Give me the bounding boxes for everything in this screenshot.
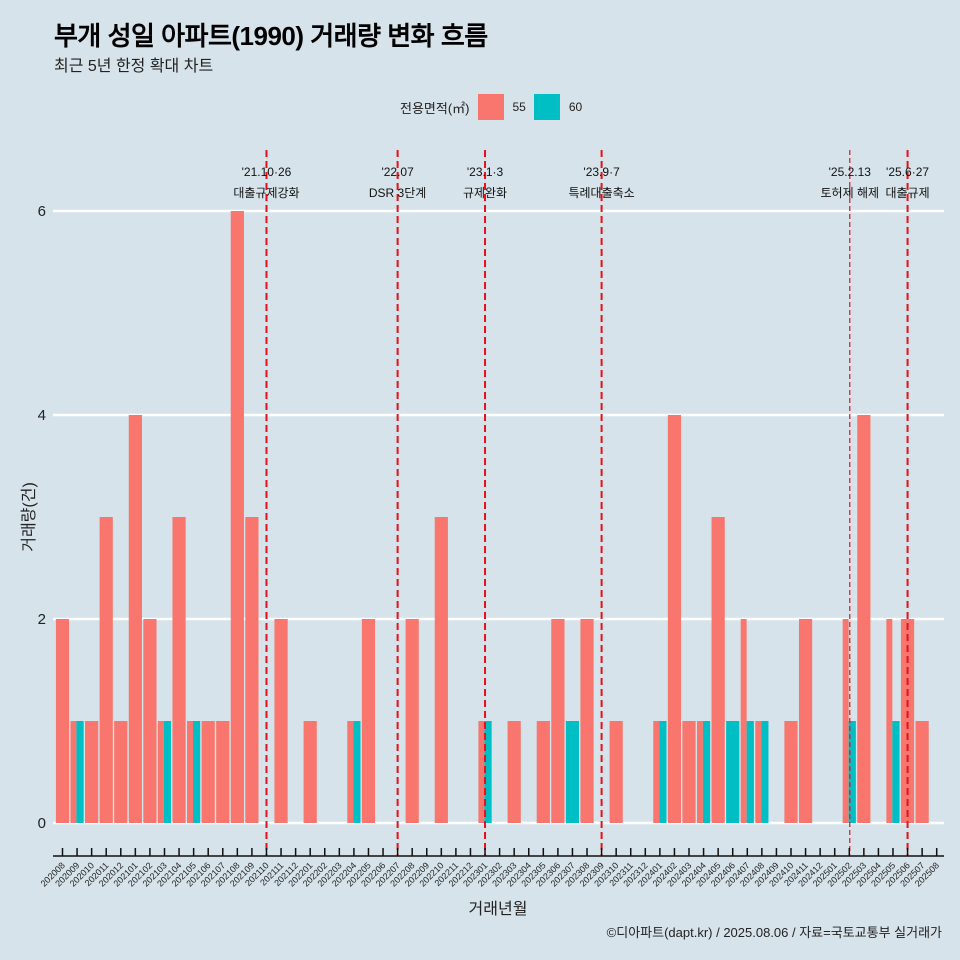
bar-55-202109 (245, 517, 259, 823)
bar-60-202301 (484, 721, 492, 823)
bar-55-202105 (187, 721, 193, 823)
x-axis: 2020082020092020102020112020122021012021… (39, 848, 944, 889)
bar-55-202410 (784, 721, 798, 823)
bar-60-202505 (892, 721, 900, 823)
event-date: '21.10·26 (242, 165, 292, 179)
bar-55-202310 (609, 721, 623, 823)
bar-55-202108 (230, 211, 244, 823)
x-axis-label: 거래년월 (469, 900, 528, 918)
bar-55-202009 (70, 721, 77, 823)
y-tick-label: 2 (38, 611, 46, 628)
bar-55-202411 (798, 619, 813, 823)
bar-55-202106 (201, 721, 215, 823)
bar-55-202111 (274, 619, 288, 823)
event-date: '23.1·3 (467, 165, 504, 179)
bar-55-202507 (915, 721, 929, 823)
bar-55-202012 (114, 721, 128, 823)
y-axis: 0 2 4 6 (38, 203, 46, 832)
event-date: '23.9·7 (583, 165, 620, 179)
bar-60-202408 (761, 721, 769, 823)
bar-55-202011 (99, 517, 113, 823)
bar-55-202205 (361, 619, 376, 823)
chart-title: 부개 성일 아파트(1990) 거래량 변화 흐름 (54, 21, 488, 51)
bar-55-202506 (900, 619, 915, 823)
event-date: '25.6·27 (886, 165, 929, 179)
bar-55-202306 (551, 619, 565, 823)
bar-60-202204 (353, 721, 361, 823)
legend-swatch-55 (477, 94, 504, 120)
event-label: 대출규제강화 (233, 186, 299, 200)
bar-55-202204 (347, 721, 354, 823)
y-tick-label: 4 (38, 407, 46, 424)
bars (55, 211, 929, 823)
bar-55-202403 (682, 721, 696, 823)
bar-55-202502 (842, 619, 849, 823)
legend-title: 전용면적(㎡) (400, 100, 470, 116)
bar-55-202408 (755, 721, 762, 823)
bar-55-202104 (172, 517, 186, 823)
legend-label-55: 55 (512, 100, 526, 114)
bar-55-202505 (886, 619, 893, 823)
bar-55-202305 (536, 721, 550, 823)
bar-55-202303 (507, 721, 521, 823)
bar-60-202404 (702, 721, 711, 823)
event-label: 대출규제 (885, 186, 929, 200)
event-date: '22.07 (381, 165, 414, 179)
bar-55-202208 (405, 619, 419, 823)
event-label: 규제완화 (463, 186, 507, 200)
event-date: '25.2.13 (829, 165, 872, 179)
bar-60-202103 (163, 721, 172, 823)
y-tick-label: 0 (38, 815, 46, 832)
bar-60-202009 (76, 721, 84, 823)
bar-55-202407 (740, 619, 747, 823)
event-label: 특례대출축소 (568, 186, 634, 200)
chart-subtitle: 최근 5년 한정 확대 차트 (54, 58, 214, 75)
bar-55-202102 (143, 619, 157, 823)
bar-55-202107 (216, 721, 230, 823)
caption: ©디아파트(dapt.kr) / 2025.08.06 / 자료=국토교통부 실… (606, 925, 942, 940)
bar-60-202406 (726, 721, 740, 823)
bar-60-202401 (659, 721, 667, 823)
bar-55-202402 (667, 415, 682, 823)
bar-55-202503 (857, 415, 871, 823)
bar-60-202105 (192, 721, 201, 823)
bar-60-202407 (746, 721, 754, 823)
bar-60-202502 (848, 721, 856, 823)
bar-55-202401 (653, 721, 660, 823)
bar-55-202008 (55, 619, 70, 823)
bar-55-202010 (85, 721, 99, 823)
bar-55-202301 (478, 721, 485, 823)
event-label: DSR 3단계 (369, 186, 426, 200)
bar-55-202404 (696, 721, 703, 823)
event-label: 토허제 해제 (821, 186, 880, 200)
bar-55-202103 (157, 721, 164, 823)
event-lines: '21.10·26 대출규제강화 '22.07 DSR 3단계 '23.1·3 규제완화 '… (233, 150, 930, 855)
bar-55-202210 (434, 517, 448, 823)
bar-55-202308 (580, 619, 594, 823)
y-tick-label: 6 (38, 203, 46, 220)
legend-swatch-60 (533, 94, 560, 120)
legend: 전용면적(㎡) 55 60 (400, 93, 590, 121)
bar-55-202201 (303, 721, 317, 823)
bar-55-202101 (128, 415, 142, 823)
bar-55-202405 (711, 517, 725, 823)
legend-label-60: 60 (568, 100, 583, 114)
bar-60-202307 (565, 721, 580, 823)
y-axis-label: 거래량(건) (20, 482, 38, 552)
